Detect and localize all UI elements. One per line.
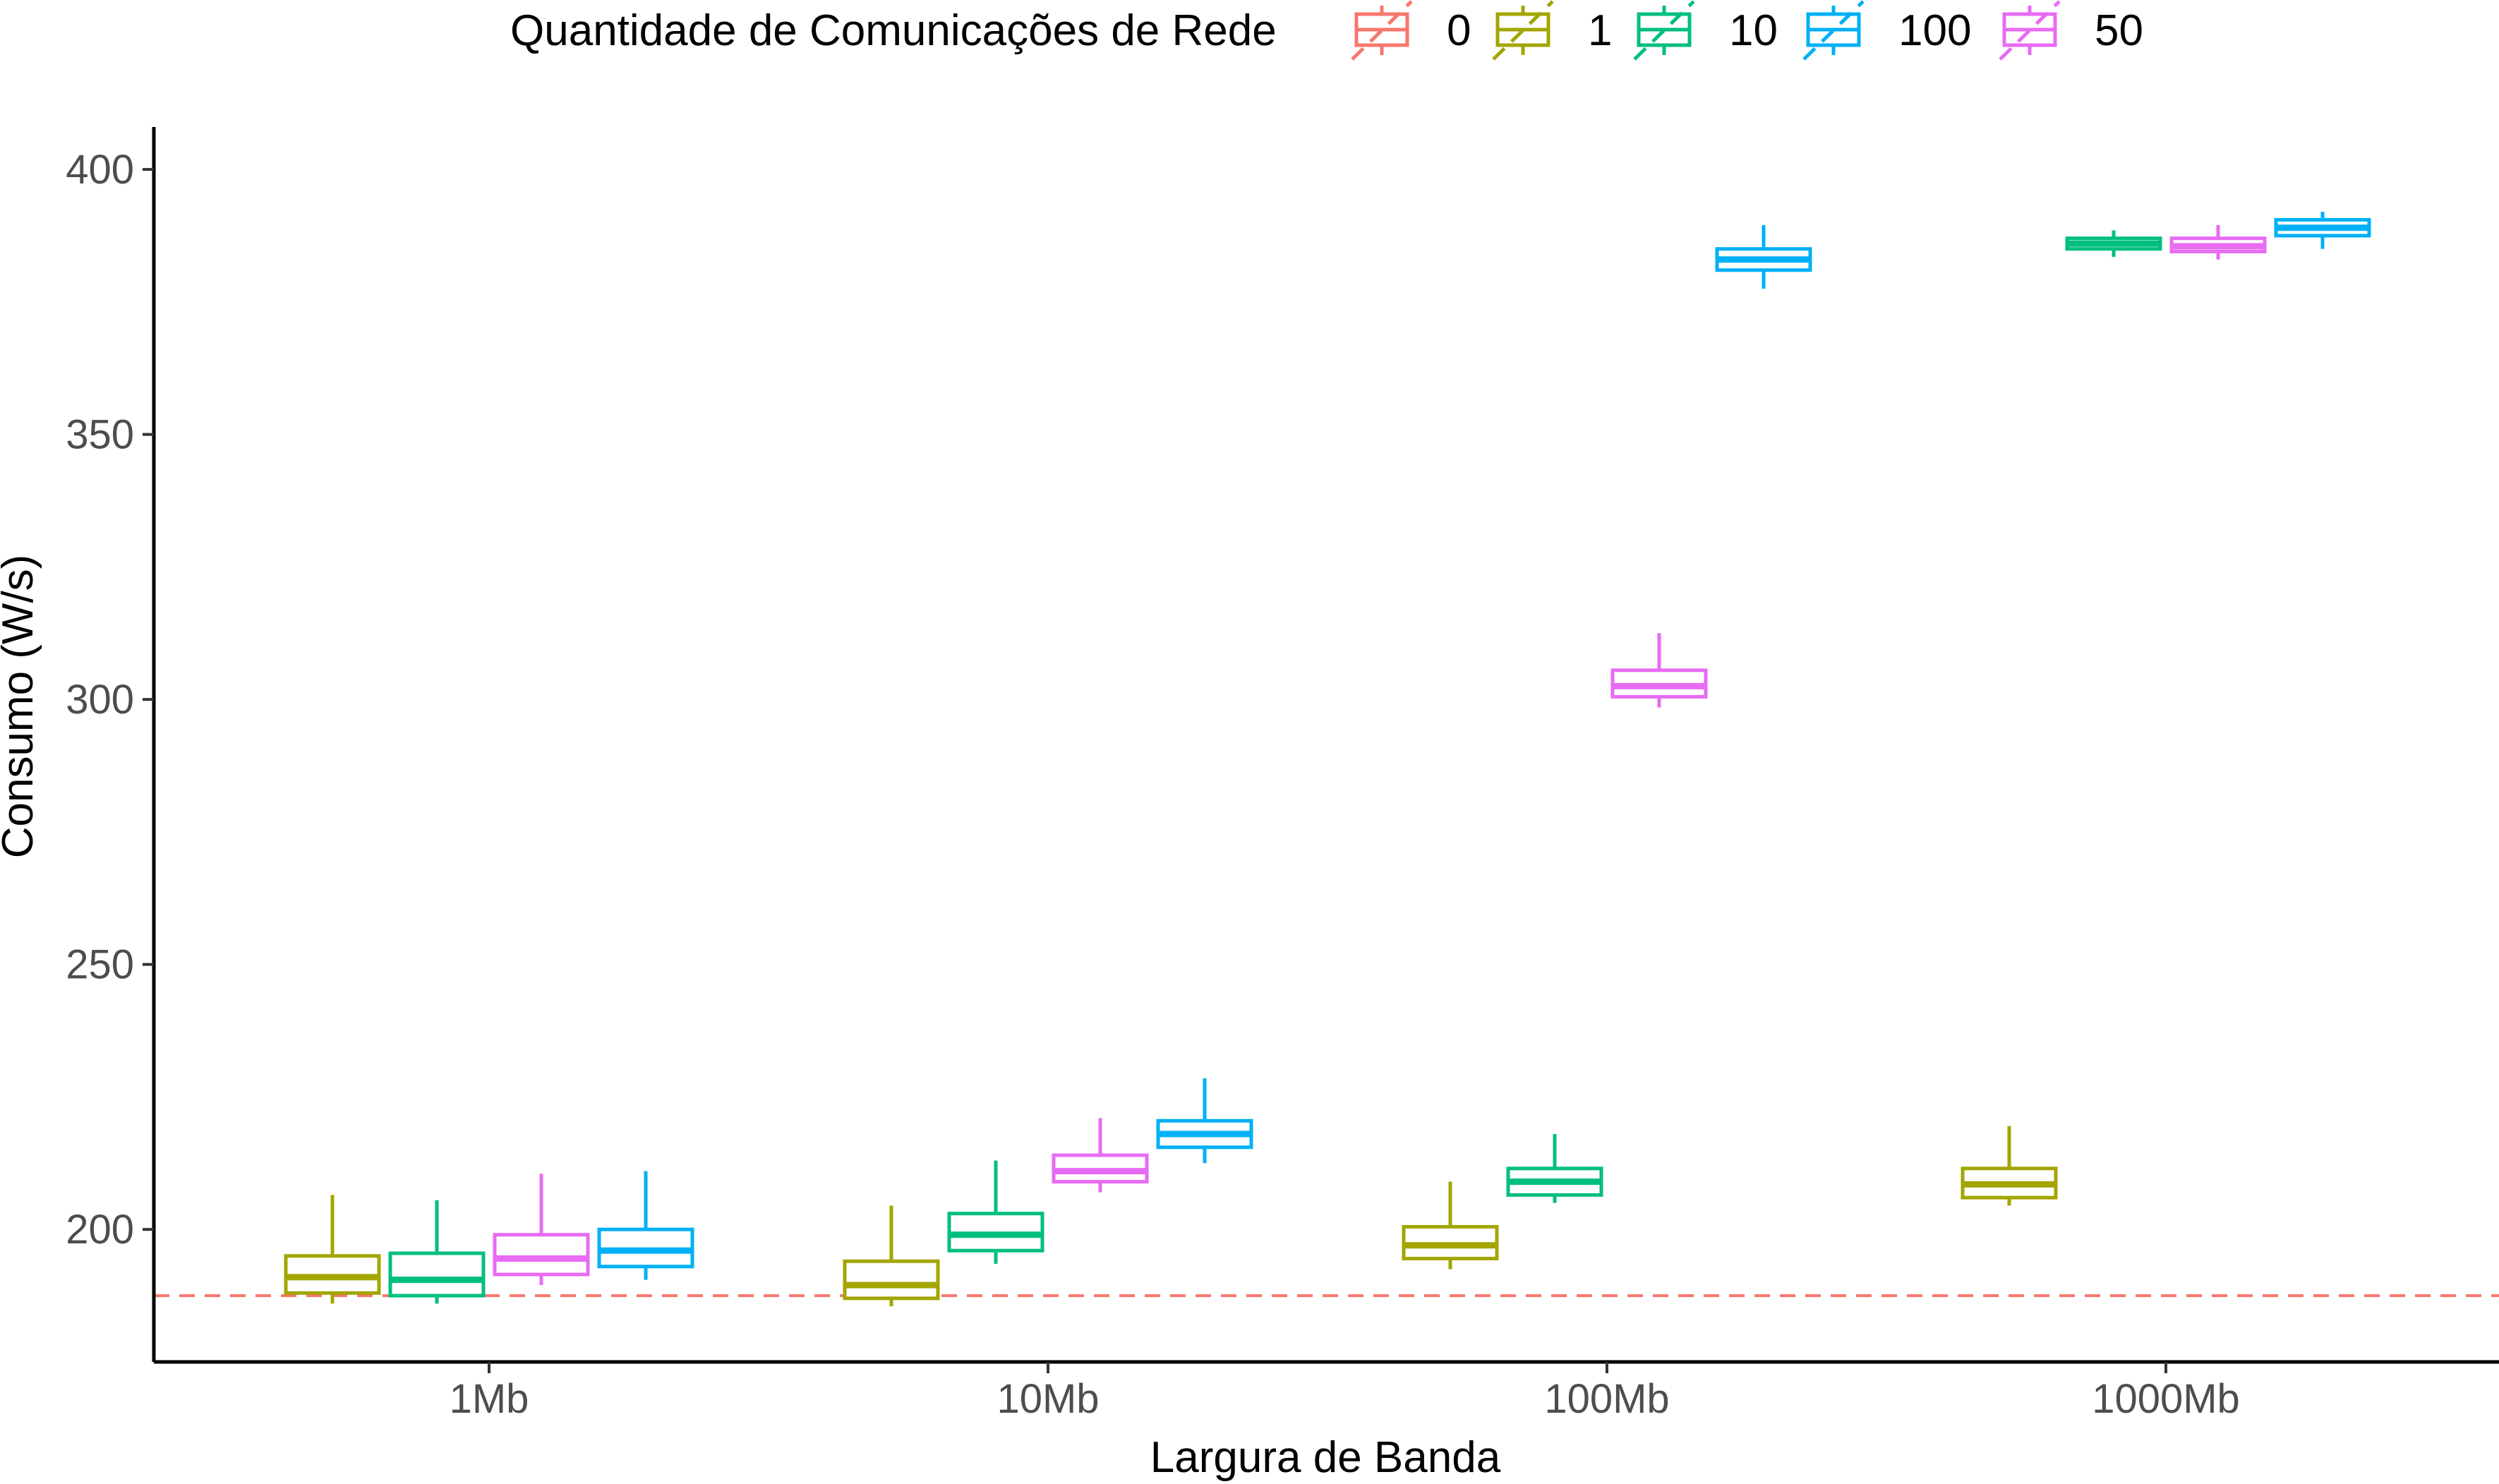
x-tick-label: 100Mb xyxy=(1544,1376,1669,1422)
legend-key-10: 10 xyxy=(1633,0,1778,61)
legend-label: 100 xyxy=(1898,6,1971,55)
box-1-1000Mb xyxy=(1961,1126,2058,1206)
box-100-10Mb xyxy=(1156,1078,1253,1164)
legend-key-dash xyxy=(1351,0,1413,61)
legend-title: Quantidade de Comunicações de Rede xyxy=(510,6,1277,55)
y-tick-label: 300 xyxy=(66,677,134,723)
y-axis-title: Consumo (W/s) xyxy=(0,555,42,859)
box-body xyxy=(493,1233,590,1277)
box-body xyxy=(843,1259,940,1301)
box-100-1000Mb xyxy=(2274,212,2371,249)
y-tick-label: 250 xyxy=(66,942,134,988)
x-axis-title: Largura de Banda xyxy=(1150,1433,1501,1482)
legend: Quantidade de Comunicações de Rede 0 1 10 1… xyxy=(510,0,2143,61)
y-axis: 200 250 300 350 400 xyxy=(66,127,156,1362)
x-tick-label: 1Mb xyxy=(450,1376,529,1422)
x-tick-label: 10Mb xyxy=(996,1376,1099,1422)
legend-label: 50 xyxy=(2095,6,2143,55)
legend-label: 0 xyxy=(1447,6,1471,55)
box-50-10Mb xyxy=(1052,1118,1149,1193)
box-50-1Mb xyxy=(493,1174,590,1286)
box-10-1Mb xyxy=(388,1200,486,1304)
box-body xyxy=(388,1251,486,1298)
box-50-1000Mb xyxy=(2169,224,2267,260)
legend-label: 10 xyxy=(1729,6,1778,55)
y-tick-label: 200 xyxy=(66,1207,134,1253)
legend-key-dash xyxy=(1492,0,1554,61)
legend-key-dash xyxy=(1633,0,1695,61)
box-1-1Mb xyxy=(284,1195,381,1304)
x-tick-label: 1000Mb xyxy=(2092,1376,2240,1422)
box-50-100Mb xyxy=(1610,633,1708,708)
legend-key-1: 1 xyxy=(1492,0,1612,61)
box-10-1000Mb xyxy=(2065,230,2162,258)
legend-key-0: 0 xyxy=(1351,0,1471,61)
legend-key-dash xyxy=(1999,0,2061,61)
y-tick-label: 400 xyxy=(66,147,134,193)
legend-label: 1 xyxy=(1588,6,1612,55)
legend-key-50: 50 xyxy=(1999,0,2143,61)
box-100-100Mb xyxy=(1715,224,1812,289)
box-10-10Mb xyxy=(947,1160,1044,1265)
box-100-1Mb xyxy=(597,1171,694,1280)
x-axis: 1Mb 10Mb 100Mb 1000Mb xyxy=(154,1360,2499,1422)
plot-area xyxy=(154,212,2499,1307)
box-1-100Mb xyxy=(1402,1181,1499,1269)
legend-key-dash xyxy=(1802,0,1865,61)
box-1-10Mb xyxy=(843,1205,940,1307)
box-10-100Mb xyxy=(1506,1134,1603,1203)
legend-key-100: 100 xyxy=(1802,0,1971,61)
y-tick-label: 350 xyxy=(66,412,134,458)
